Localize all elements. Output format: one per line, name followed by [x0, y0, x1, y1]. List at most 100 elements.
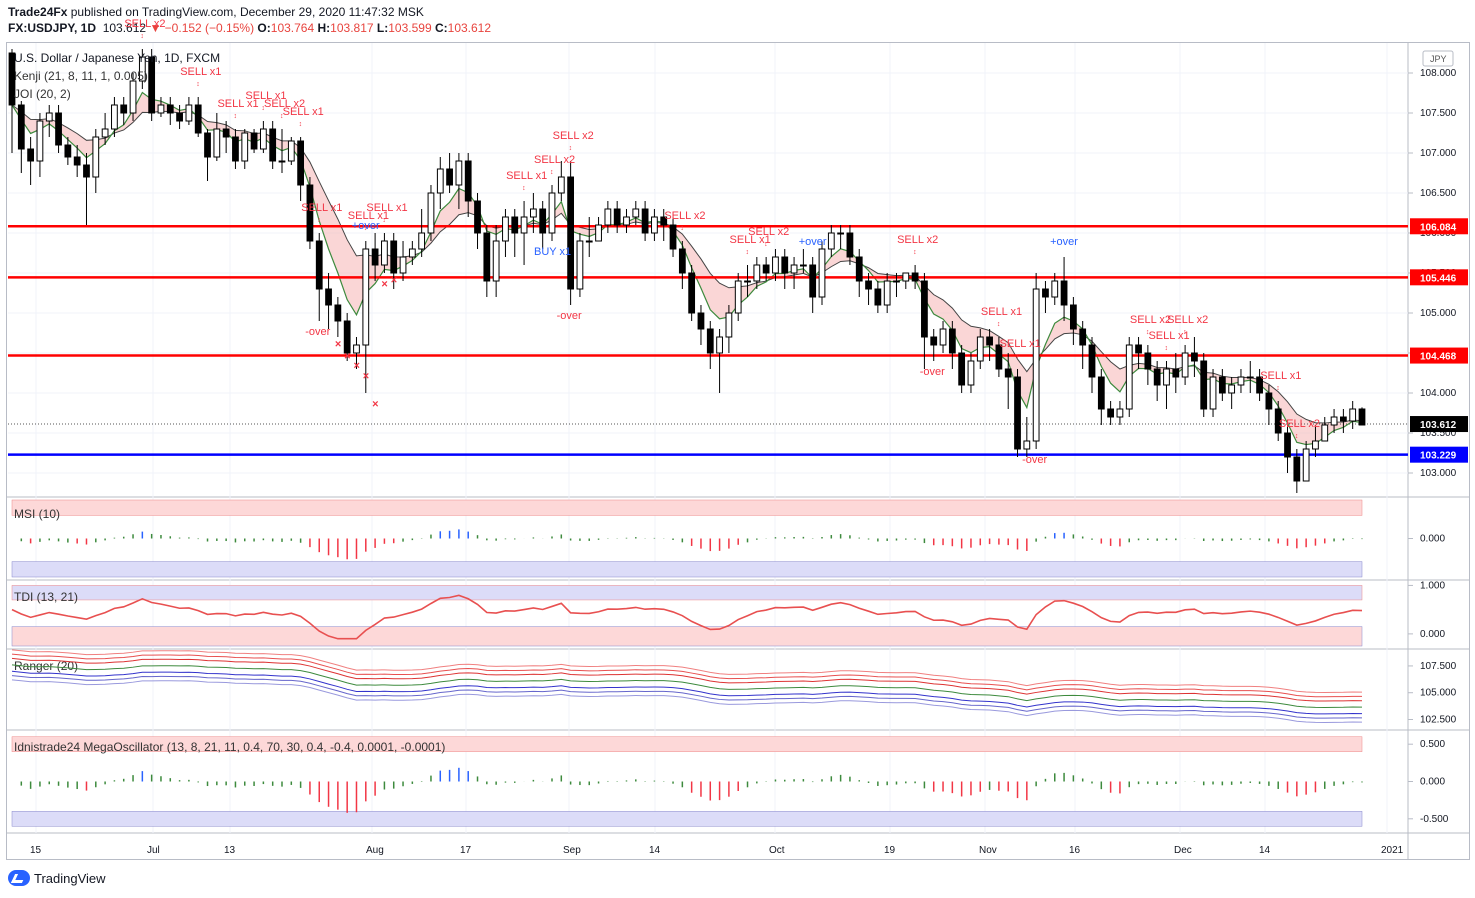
signal-marker: ↕ [364, 225, 368, 232]
signal-marker: ↕ [1146, 329, 1150, 336]
down-arrow-icon: ▼ [149, 21, 162, 35]
last-price-tag [1410, 416, 1468, 433]
open-value: 103.764 [270, 21, 315, 35]
candle-body [287, 140, 295, 162]
x-marker-icon: × [353, 360, 359, 372]
candle-body [36, 120, 44, 162]
ranger-band-line [11, 649, 1363, 693]
candle-body [567, 176, 575, 290]
pane-tick-label: 0.500 [1420, 739, 1445, 750]
sell-signal-label: SELL x2 [897, 234, 938, 246]
candle-body [511, 216, 519, 234]
chart-frame [6, 42, 1470, 860]
candle-body [176, 112, 183, 122]
signal-marker: ↕ [1183, 329, 1187, 336]
candle-body [539, 208, 547, 234]
candle-body [381, 240, 388, 266]
candle-body [120, 104, 128, 114]
candle-body [185, 104, 193, 122]
date-tick-label: Dec [1174, 845, 1192, 856]
symbol-label[interactable]: FX:USDJPY, 1D [8, 21, 97, 35]
sell-signal-label: SELL x2 [124, 18, 165, 30]
x-marker-icon: × [381, 278, 387, 290]
candle-body [1218, 376, 1226, 394]
sell-signal-label: SELL x2 [1279, 418, 1320, 430]
candle-body [474, 200, 481, 234]
candle-body [1144, 352, 1152, 370]
candle-body [1163, 368, 1170, 386]
candle-body [893, 280, 900, 283]
sell-signal-label: SELL x1 [1000, 338, 1041, 350]
chart-header: Trade24Fx published on TradingView.com, … [8, 4, 1468, 38]
signal-marker: ↕ [764, 241, 768, 248]
pane-legend: TDI (13, 21) [14, 590, 78, 604]
last-price-label: 103.612 [1420, 420, 1457, 431]
over-signal-label: -over [557, 310, 582, 322]
candle-body [1246, 376, 1254, 379]
candle-body [846, 232, 854, 258]
candle-body [427, 192, 435, 234]
signal-marker: ↕ [913, 249, 917, 256]
candle-body [818, 248, 826, 298]
signal-marker: ↕ [261, 105, 265, 112]
candle-body [213, 128, 221, 158]
zone-band [11, 811, 1363, 827]
signal-marker: ↕ [280, 113, 284, 120]
low-value: 103.599 [388, 21, 432, 35]
high-label: H: [317, 21, 331, 35]
candle-body [353, 344, 360, 354]
ranger-band-line [11, 675, 1363, 719]
date-tick-label: 16 [1069, 845, 1081, 856]
candle-body [1042, 288, 1049, 298]
candle-body [1125, 344, 1133, 410]
candle-body [1200, 360, 1208, 410]
candle-body [343, 320, 351, 354]
candle-body [1088, 344, 1096, 378]
author-name[interactable]: Trade24Fx [8, 5, 68, 19]
candle-body [306, 184, 314, 242]
candle-body [157, 104, 165, 114]
date-tick-label: 15 [30, 845, 42, 856]
x-marker-icon: × [372, 398, 378, 410]
signal-marker: ↕ [233, 113, 237, 120]
candle-body [548, 192, 556, 234]
sell-signal-label: SELL x2 [748, 226, 789, 238]
candle-body [399, 256, 407, 274]
candle-body [1358, 408, 1366, 426]
candle-body [1004, 368, 1012, 378]
candle-body [1284, 432, 1291, 458]
ranger-band-line [11, 657, 1363, 702]
candle-body [138, 56, 146, 82]
candle-body [1069, 304, 1077, 330]
candle-body [688, 272, 696, 314]
candle-body [1116, 408, 1124, 418]
ranger-band-line [11, 670, 1363, 715]
signal-marker: ↕ [1276, 385, 1280, 392]
candle-body [604, 208, 612, 226]
price-change: −0.152 (−0.15%) [164, 21, 255, 35]
over-signal-label: +over [799, 236, 827, 248]
signal-marker: ↕ [569, 145, 573, 152]
level-price-label: 104.468 [1420, 352, 1457, 363]
date-tick-label: 13 [224, 845, 236, 856]
tradingview-logo-icon [8, 870, 30, 886]
sell-signal-label: SELL x2 [553, 130, 594, 142]
sell-signal-label: SELL x2 [664, 210, 705, 222]
candle-body [64, 144, 72, 158]
date-tick-label: 2021 [1381, 845, 1404, 856]
close-value: 103.612 [447, 21, 492, 35]
candle-body [148, 56, 156, 114]
ranger-band-line [11, 664, 1363, 708]
candle-body [1014, 376, 1021, 450]
candle-body [101, 128, 109, 138]
signal-marker: ↕ [1295, 433, 1299, 440]
pane-legend: MSI (10) [14, 507, 60, 521]
candle-body [278, 160, 286, 163]
candle-body [520, 216, 528, 234]
price-tick-label: 104.000 [1420, 388, 1457, 399]
candle-body [837, 232, 845, 235]
ohlc-line: FX:USDJPY, 1D 103.612 ▼ −0.152 (−0.15%) … [8, 20, 1468, 36]
pane-tick-label: 0.000 [1420, 629, 1445, 640]
candle-body [1302, 448, 1310, 482]
